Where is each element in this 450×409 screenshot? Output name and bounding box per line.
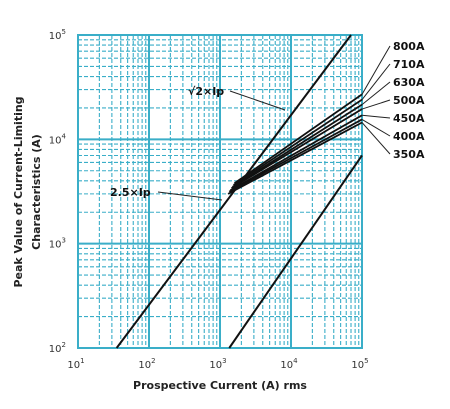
y-axis-title-line1: Peak Value of Current-Limiting xyxy=(12,96,25,287)
series-label: 500A xyxy=(393,94,425,107)
series-line xyxy=(230,108,363,189)
leader-line xyxy=(361,63,391,100)
leader-line xyxy=(157,191,223,201)
series-label: 400A xyxy=(393,130,425,143)
grid xyxy=(77,34,363,349)
series-line xyxy=(229,114,363,192)
leader-line xyxy=(361,45,391,95)
series-label: 800A xyxy=(393,40,425,53)
x-tick-label: 105 xyxy=(351,357,368,371)
leader-line xyxy=(361,119,391,137)
series-line xyxy=(233,93,363,184)
x-tick-label: 101 xyxy=(67,357,84,371)
leader-line xyxy=(361,122,391,155)
y-tick-label: 104 xyxy=(49,132,67,146)
y-axis-title-line2: Characteristics (A) xyxy=(30,134,43,250)
leader-line xyxy=(361,99,391,110)
leader-line xyxy=(361,81,391,106)
y-tick-label: 103 xyxy=(49,237,66,251)
x-tick-label: 102 xyxy=(138,357,155,371)
series-line xyxy=(233,98,363,186)
x-axis-title: Prospective Current (A) rms xyxy=(133,379,307,392)
series-label: 630A xyxy=(393,76,425,89)
reference-line-label: 2.5×Ip xyxy=(110,186,151,199)
series-label: 450A xyxy=(393,112,425,125)
y-tick-label: 102 xyxy=(49,341,66,355)
leader-line xyxy=(229,90,286,111)
reference-line-label: √2×Ip xyxy=(188,85,224,98)
y-tick-label: 105 xyxy=(49,28,66,42)
series-line xyxy=(232,103,363,188)
x-tick-label: 103 xyxy=(209,357,226,371)
series-line xyxy=(228,118,363,193)
leader-line xyxy=(361,114,391,119)
reference-line xyxy=(228,154,363,349)
series-label: 350A xyxy=(393,148,425,161)
series-line xyxy=(227,121,363,195)
x-tick-label: 104 xyxy=(280,357,298,371)
line-labels: √2×Ip 2.5×Ip 800A 710A 630A 500A 450A 400A 350A xyxy=(110,40,425,201)
plot-lines xyxy=(115,34,363,349)
series-label: 710A xyxy=(393,58,425,71)
